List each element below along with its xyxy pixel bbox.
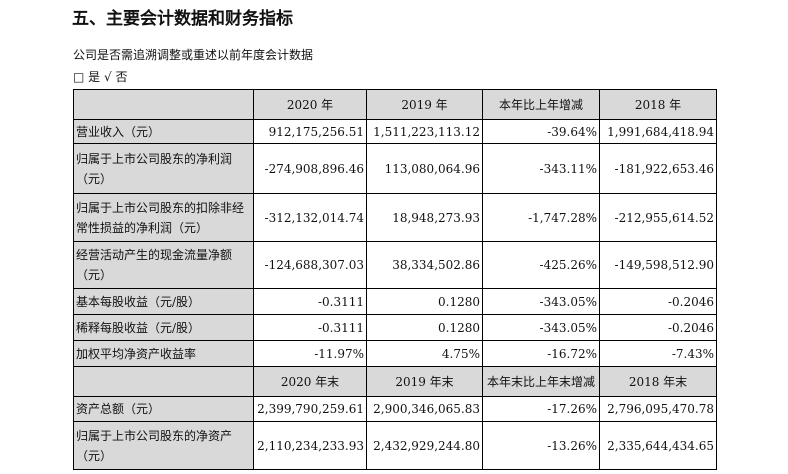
value-cell: -181,922,653.46 <box>599 143 717 194</box>
yes-checkbox-icon: □ <box>73 70 85 84</box>
table-row: 归属于上市公司股东的扣除非经常性损益的净利润（元） -312,132,014.74… <box>73 193 717 242</box>
row-label: 营业收入（元） <box>73 119 254 144</box>
column-header: 2019 年末 <box>366 366 483 397</box>
value-cell: -39.64% <box>482 119 600 144</box>
value-cell: -149,598,512.90 <box>599 241 717 289</box>
row-label: 经营活动产生的现金流量净额（元） <box>73 241 254 289</box>
value-cell: 912,175,256.51 <box>253 119 367 144</box>
row-label: 归属于上市公司股东的扣除非经常性损益的净利润（元） <box>73 193 254 242</box>
no-checkmark-icon: √ <box>104 70 112 84</box>
value-cell: 2,110,234,233.93 <box>253 421 367 470</box>
row-label: 稀释每股收益（元/股） <box>73 314 254 341</box>
column-header <box>73 89 254 120</box>
column-header: 2018 年 <box>599 89 717 120</box>
column-header: 本年末比上年末增减 <box>482 366 600 397</box>
table-row: 稀释每股收益（元/股） -0.3111 0.1280 -343.05% -0.2046 <box>73 314 717 341</box>
table-header-row: 2020 年末 2019 年末 本年末比上年末增减 2018 年末 <box>73 366 717 397</box>
column-header <box>73 366 254 397</box>
value-cell: -124,688,307.03 <box>253 241 367 289</box>
table-row: 归属于上市公司股东的净资产（元） 2,110,234,233.93 2,432,92… <box>73 421 717 470</box>
value-cell: -16.72% <box>482 340 600 367</box>
no-label: 否 <box>115 70 128 84</box>
value-cell: -0.2046 <box>599 288 717 315</box>
table-row: 加权平均净资产收益率 -11.97% 4.75% -16.72% -7.43% <box>73 340 717 367</box>
value-cell: 2,432,929,244.80 <box>366 421 483 470</box>
table-row: 经营活动产生的现金流量净额（元） -124,688,307.03 38,334,50… <box>73 241 717 289</box>
column-header: 2020 年末 <box>253 366 367 397</box>
row-label: 加权平均净资产收益率 <box>73 340 254 367</box>
row-label: 资产总额（元） <box>73 396 254 422</box>
value-cell: -0.2046 <box>599 314 717 341</box>
value-cell: -11.97% <box>253 340 367 367</box>
value-cell: -17.26% <box>482 396 600 422</box>
table-header-row: 2020 年 2019 年本年比上年增减 2018 年 <box>73 89 717 120</box>
value-cell: -343.05% <box>482 288 600 315</box>
value-cell: -0.3111 <box>253 314 367 341</box>
table-row: 资产总额（元） 2,399,790,259.61 2,900,346,065.83-… <box>73 396 717 422</box>
value-cell: 2,335,644,434.65 <box>599 421 717 470</box>
value-cell: -0.3111 <box>253 288 367 315</box>
row-label: 归属于上市公司股东的净利润（元） <box>73 143 254 194</box>
value-cell: -274,908,896.46 <box>253 143 367 194</box>
financial-indicators-table: 2020 年 2019 年本年比上年增减 2018 年营业收入（元） 912,175,… <box>73 89 717 470</box>
value-cell: -343.11% <box>482 143 600 194</box>
value-cell: -212,955,614.52 <box>599 193 717 242</box>
value-cell: -7.43% <box>599 340 717 367</box>
yes-label: 是 <box>88 70 101 84</box>
table-row: 归属于上市公司股东的净利润（元） -274,908,896.46 113,080,0… <box>73 143 717 194</box>
row-label: 归属于上市公司股东的净资产（元） <box>73 421 254 470</box>
value-cell: -312,132,014.74 <box>253 193 367 242</box>
value-cell: 4.75% <box>366 340 483 367</box>
restatement-question: 公司是否需追溯调整或重述以前年度会计数据 <box>73 48 314 62</box>
value-cell: -425.26% <box>482 241 600 289</box>
value-cell: -343.05% <box>482 314 600 341</box>
value-cell: 18,948,273.93 <box>366 193 483 242</box>
column-header: 2020 年 <box>253 89 367 120</box>
value-cell: 113,080,064.96 <box>366 143 483 194</box>
value-cell: -1,747.28% <box>482 193 600 242</box>
restatement-options: □ 是 √ 否 <box>73 68 128 85</box>
value-cell: 1,991,684,418.94 <box>599 119 717 144</box>
value-cell: 2,796,095,470.78 <box>599 396 717 422</box>
section-title: 五、主要会计数据和财务指标 <box>72 9 293 29</box>
value-cell: 2,399,790,259.61 <box>253 396 367 422</box>
value-cell: 2,900,346,065.83 <box>366 396 483 422</box>
table-row: 营业收入（元） 912,175,256.51 1,511,223,113.12 -39… <box>73 119 717 144</box>
value-cell: 0.1280 <box>366 314 483 341</box>
column-header: 2018 年末 <box>599 366 717 397</box>
column-header: 2019 年 <box>366 89 483 120</box>
value-cell: 1,511,223,113.12 <box>366 119 483 144</box>
table-row: 基本每股收益（元/股） -0.3111 0.1280 -343.05% -0.2046 <box>73 288 717 315</box>
row-label: 基本每股收益（元/股） <box>73 288 254 315</box>
value-cell: 38,334,502.86 <box>366 241 483 289</box>
value-cell: -13.26% <box>482 421 600 470</box>
column-header: 本年比上年增减 <box>482 89 600 120</box>
value-cell: 0.1280 <box>366 288 483 315</box>
